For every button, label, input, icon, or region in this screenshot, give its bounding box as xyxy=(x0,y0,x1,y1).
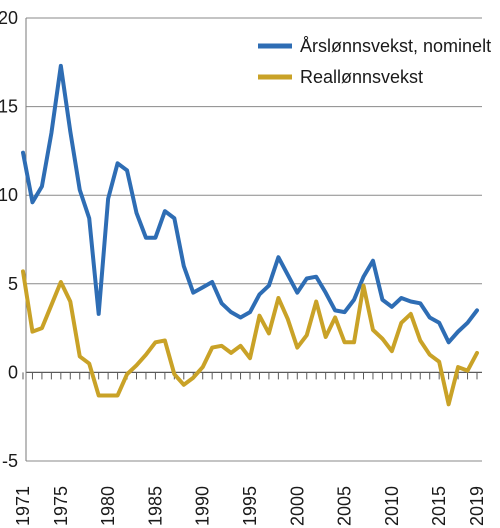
x-tick-label: 1971 xyxy=(13,486,33,526)
series-line-real xyxy=(21,269,479,407)
y-tick-label: -5 xyxy=(2,451,18,471)
x-tick-label: 2000 xyxy=(287,486,307,526)
x-tick-label: 1990 xyxy=(193,486,213,526)
x-tick-label: 2019 xyxy=(467,486,487,526)
y-tick-label: 10 xyxy=(0,185,18,205)
x-tick-label: 1975 xyxy=(51,486,71,526)
legend: Årslønnsvekst, nominelt Reallønnsvekst xyxy=(258,36,491,87)
y-tick-label: 15 xyxy=(0,97,18,117)
legend-label: Reallønnsvekst xyxy=(300,67,423,87)
y-tick-label: 0 xyxy=(8,362,18,382)
x-tick-label: 1985 xyxy=(145,486,165,526)
series-line-nominal xyxy=(21,63,479,345)
y-tick-label: 5 xyxy=(8,274,18,294)
x-tick-label: 2010 xyxy=(382,486,402,526)
x-tick-label: 2005 xyxy=(335,486,355,526)
legend-label: Årslønnsvekst, nominelt xyxy=(300,36,491,56)
x-tick-label: 2015 xyxy=(429,486,449,526)
x-tick-label: 1980 xyxy=(98,486,118,526)
series-layer xyxy=(21,63,479,407)
x-tick-label: 1995 xyxy=(240,486,260,526)
y-tick-label: 20 xyxy=(0,8,18,28)
